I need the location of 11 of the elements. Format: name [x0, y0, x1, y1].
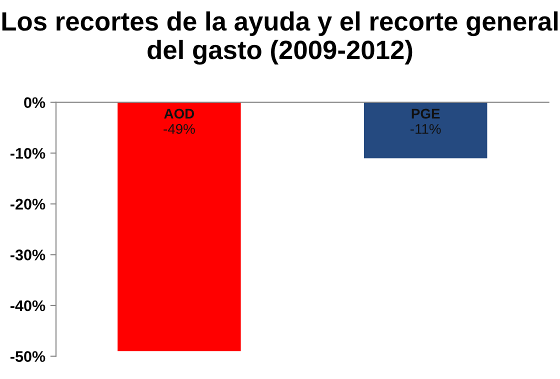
- y-tick-label: -40%: [10, 300, 46, 312]
- data-label: -49%: [164, 124, 195, 134]
- y-tick-label: -10%: [10, 148, 46, 159]
- y-tick-label: -50%: [10, 351, 46, 362]
- y-tick-label: 0%: [24, 97, 46, 108]
- y-tick-label: -30%: [10, 250, 46, 260]
- x-tick-label: PGE: [412, 108, 440, 119]
- y-tick-label: -20%: [10, 198, 46, 210]
- chart-title: Los recortes de la ayuda y el recorte general del gasto (2009-2012): [2, 11, 558, 65]
- data-label: -11%: [410, 124, 441, 134]
- x-tick-label: AOD: [164, 108, 194, 119]
